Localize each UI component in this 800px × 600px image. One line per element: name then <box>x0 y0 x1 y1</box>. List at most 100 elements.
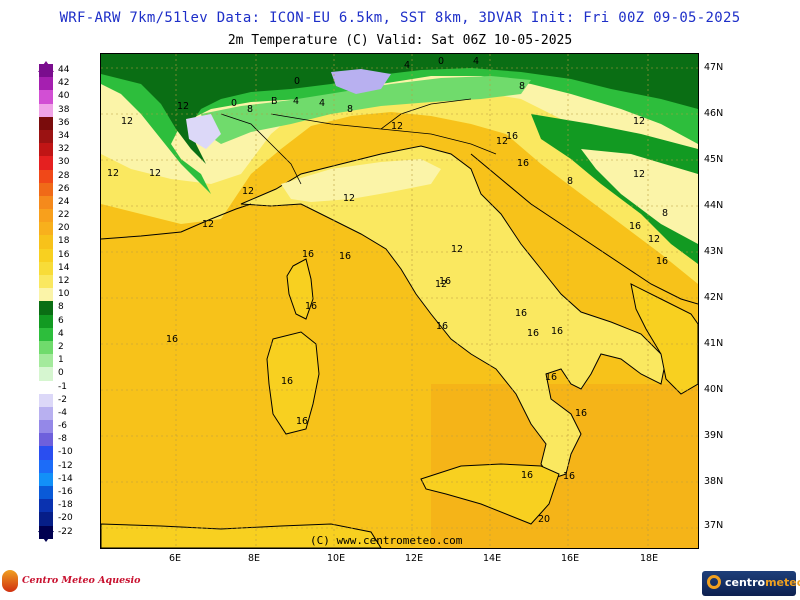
legend-swatch <box>39 512 53 526</box>
contour-label: 12 <box>633 116 645 127</box>
legend-label: 16 <box>58 249 70 260</box>
legend-row: 6 <box>38 314 64 328</box>
contour-label: 16 <box>436 321 448 332</box>
corsica <box>286 258 314 320</box>
legend-row: -18 <box>38 499 73 513</box>
legend-swatch <box>39 301 53 315</box>
contour-label: 8 <box>247 104 253 115</box>
contour-label: B <box>271 96 278 107</box>
contour-label: 12 <box>648 234 660 245</box>
contour-label: 4 <box>404 60 410 71</box>
contour-label: 12 <box>343 193 355 204</box>
legend-row: 42 <box>38 77 69 91</box>
legend-label: -1 <box>58 381 67 392</box>
contour-label: 16 <box>521 470 533 481</box>
legend-label: 30 <box>58 157 70 168</box>
legend-swatch <box>39 472 53 486</box>
legend-swatch <box>39 77 53 91</box>
legend-row: 2 <box>38 340 64 355</box>
legend-swatch <box>39 248 53 262</box>
legend-swatch <box>39 327 53 341</box>
chart-title: 2m Temperature (C) Valid: Sat 06Z 10-05-… <box>227 33 573 48</box>
legend-swatch <box>39 367 53 381</box>
latitude-label: 41N <box>704 338 724 349</box>
credit-text: (C) www.centrometeo.com <box>310 534 463 547</box>
legend-row: 22 <box>38 209 69 223</box>
legend-row: 40 <box>38 90 69 104</box>
contour-label: 12 <box>107 168 119 179</box>
legend-swatch <box>39 486 53 500</box>
legend-label: 22 <box>58 210 70 221</box>
legend-swatch <box>39 393 53 407</box>
legend-row: 1 <box>38 354 64 368</box>
legend-label: -4 <box>58 407 67 418</box>
legend-row: 30 <box>38 156 69 170</box>
legend-swatch <box>39 143 53 157</box>
legend-swatch <box>39 459 53 473</box>
legend-label: 10 <box>58 289 70 300</box>
legend-row: 34 <box>38 129 69 144</box>
legend-swatch <box>39 182 53 196</box>
contour-label: 0 <box>231 98 237 109</box>
albania-coast <box>630 283 698 395</box>
latitude-label: 42N <box>704 292 724 303</box>
legend-label: 32 <box>58 144 70 155</box>
latitude-label: 37N <box>704 520 724 531</box>
legend-label: 4 <box>58 328 64 339</box>
legend-swatch <box>39 235 53 249</box>
legend-label: -14 <box>58 473 73 484</box>
longitude-label: 12E <box>405 553 424 564</box>
contour-label: 12 <box>496 136 508 147</box>
legend-row: 28 <box>38 169 69 183</box>
latitude-label: 45N <box>704 154 724 165</box>
contour-label: 4 <box>319 98 325 109</box>
latitude-label: 38N <box>704 476 724 487</box>
brand-right-text-b: meteo <box>765 576 800 589</box>
longitude-label: 10E <box>327 553 346 564</box>
legend-swatch <box>39 314 53 328</box>
legend-label: 26 <box>58 183 70 194</box>
legend-label: 44 <box>58 65 70 75</box>
legend-row: -2 <box>38 393 67 407</box>
legend-label: -20 <box>58 513 73 524</box>
legend-swatch <box>39 156 53 170</box>
legend-label: 14 <box>58 262 70 273</box>
balkan-pale <box>581 149 698 244</box>
po-valley <box>281 159 441 202</box>
legend-row: 0 <box>38 367 64 381</box>
temperature-map: 0 4 4 0 4 8 B 4 0 8 8 12 12 12 12 12 16 12 12 16 12 16 12 16 16 1… <box>100 53 699 549</box>
alps-cold-core <box>331 69 391 94</box>
latitude-label: 40N <box>704 384 724 395</box>
latitude-label: 46N <box>704 108 724 119</box>
longitude-label: 16E <box>561 553 580 564</box>
legend-swatch <box>39 420 53 434</box>
italy-land <box>240 145 667 480</box>
contour-label: 16 <box>517 158 529 169</box>
color-legend: 44 42 40 38 36 34 32 30 28 26 24 22 20 18 16 14 12 10 8 6 4 2… <box>38 64 73 539</box>
contour-label: 16 <box>656 256 668 267</box>
longitude-label: 14E <box>483 553 502 564</box>
contour-label: 16 <box>563 471 575 482</box>
legend-swatch <box>39 261 53 275</box>
contour-label: 4 <box>473 56 479 67</box>
legend-swatch <box>39 340 53 355</box>
alps-dark-green <box>101 54 698 164</box>
contour-label: 16 <box>296 416 308 427</box>
graticule <box>101 54 698 548</box>
legend-row: -6 <box>38 420 67 434</box>
brand-logo-right[interactable]: centrometeo <box>702 571 800 596</box>
legend-label: -2 <box>58 394 67 405</box>
legend-label: 24 <box>58 196 70 207</box>
contour-label: 16 <box>302 249 314 260</box>
legend-row: 4 <box>38 327 64 341</box>
contour-label: 12 <box>121 116 133 127</box>
alps-borders <box>220 98 497 185</box>
brand-logo-left[interactable]: Centro Meteo Aquesio <box>2 570 140 594</box>
legend-swatch <box>39 129 53 144</box>
legend-label: 18 <box>58 236 70 247</box>
ring-logo-icon <box>707 575 721 589</box>
africa-coast <box>101 523 382 548</box>
legend-row: -8 <box>38 433 67 447</box>
alps-cold-core-2 <box>186 114 221 149</box>
